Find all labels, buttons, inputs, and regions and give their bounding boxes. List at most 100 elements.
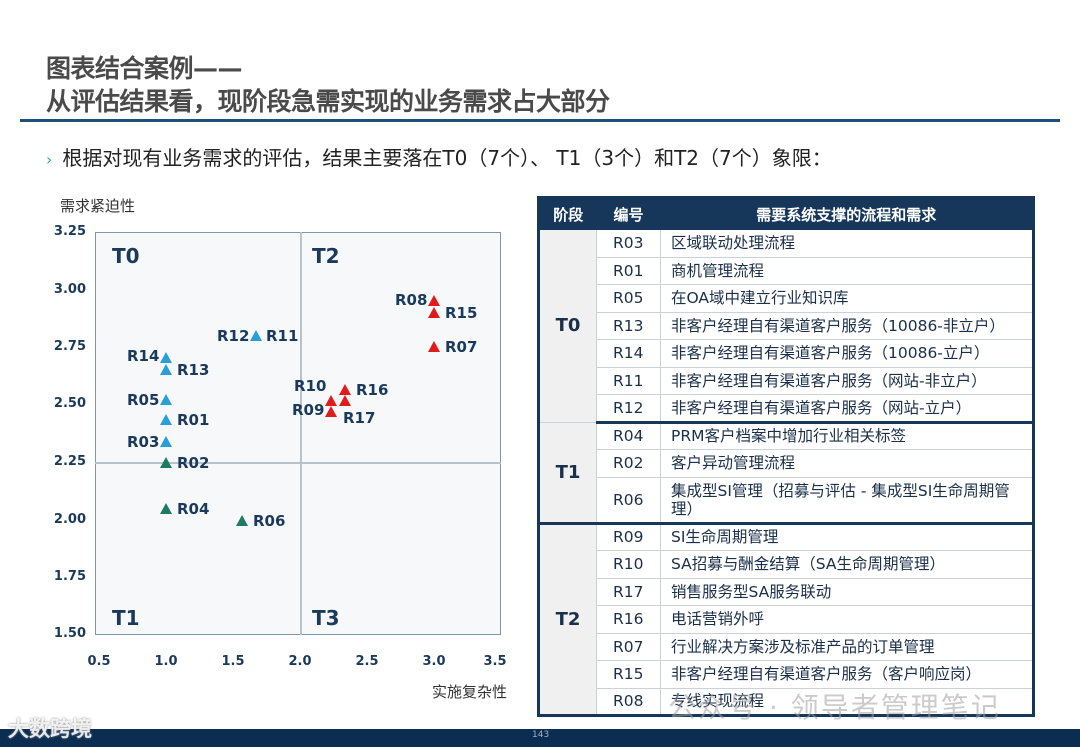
code-cell: R04	[596, 422, 661, 450]
description-cell: 客户异动管理流程	[660, 449, 1034, 478]
point-label: R14	[127, 347, 160, 365]
y-tick: 1.75	[53, 569, 86, 584]
table-row: R08 专线实现流程	[539, 688, 1034, 716]
data-point-r03	[160, 436, 172, 447]
page-number: 143	[532, 730, 550, 740]
table-row: R16 电话营销外呼	[539, 605, 1034, 634]
data-point-r16	[339, 384, 351, 395]
column-header-description: 需要系统支撑的流程和需求	[660, 197, 1034, 230]
description-cell: 非客户经理自有渠道客户服务（客户响应岗）	[660, 660, 1034, 689]
table-row: R15 非客户经理自有渠道客户服务（客户响应岗）	[539, 660, 1034, 689]
code-cell: R01	[596, 257, 661, 285]
quadrant-label-t2: T2	[312, 244, 340, 268]
data-point-r01	[160, 414, 172, 425]
table-row: R07 行业解决方案涉及标准产品的订单管理	[539, 633, 1034, 661]
x-tick: 2.5	[355, 654, 379, 669]
point-label: R17	[343, 409, 376, 427]
y-tick: 2.00	[53, 512, 86, 527]
description-cell: 集成型SI管理（招募与评估 - 集成型SI生命周期管理）	[660, 477, 1034, 525]
description-cell: 非客户经理自有渠道客户服务（网站-立户）	[660, 394, 1034, 424]
point-label: R06	[253, 512, 286, 530]
point-label: R10	[294, 377, 327, 395]
code-cell: R05	[596, 284, 661, 313]
table-row: R10 SA招募与酬金结算（SA生命周期管理）	[539, 550, 1034, 579]
column-header-phase: 阶段	[538, 197, 597, 230]
page-title: 图表结合案例—— 从评估结果看，现阶段急需实现的业务需求占大部分	[46, 52, 610, 118]
code-cell: R03	[596, 229, 661, 258]
phase-cell-t1: T1	[538, 422, 597, 525]
data-point-r12-r11	[250, 330, 262, 341]
data-point-r05	[160, 394, 172, 405]
x-tick: 3.0	[422, 654, 446, 669]
point-label: R12	[217, 327, 250, 345]
data-point-r04	[160, 503, 172, 514]
code-cell: R13	[596, 312, 661, 340]
y-tick: 1.50	[53, 626, 86, 641]
code-cell: R09	[596, 523, 661, 551]
code-cell: R08	[596, 688, 661, 716]
description-cell: 非客户经理自有渠道客户服务（网站-非立户）	[660, 367, 1034, 395]
data-point-r08	[428, 295, 440, 306]
y-tick: 2.50	[53, 396, 86, 411]
table-row: R12 非客户经理自有渠道客户服务（网站-立户）	[539, 394, 1034, 424]
data-point-r13	[160, 364, 172, 375]
data-point-r02	[160, 457, 172, 468]
x-tick: 1.5	[221, 654, 245, 669]
description-cell: 电话营销外呼	[660, 605, 1034, 634]
description-cell: 专线实现流程	[660, 688, 1034, 716]
point-label: R01	[177, 411, 210, 429]
point-label: R16	[356, 381, 389, 399]
table-row: R11 非客户经理自有渠道客户服务（网站-非立户）	[539, 367, 1034, 395]
x-tick: 2.0	[288, 654, 312, 669]
code-cell: R14	[596, 339, 661, 368]
table-row: R17 销售服务型SA服务联动	[539, 578, 1034, 606]
description-cell: 行业解决方案涉及标准产品的订单管理	[660, 633, 1034, 661]
title-line-1: 图表结合案例——	[46, 54, 243, 83]
y-tick: 3.25	[53, 224, 86, 239]
point-label: R08	[395, 291, 428, 309]
table-row: R05 在OA域中建立行业知识库	[539, 284, 1034, 313]
data-point-r09	[325, 406, 337, 417]
column-header-code: 编号	[596, 197, 661, 230]
point-label: R02	[177, 454, 210, 472]
description-cell: 销售服务型SA服务联动	[660, 578, 1034, 606]
point-label: R09	[292, 401, 325, 419]
description-cell: 非客户经理自有渠道客户服务（10086-非立户）	[660, 312, 1034, 340]
code-cell: R11	[596, 367, 661, 395]
table-row: T2 R09 SI生命周期管理	[538, 523, 1034, 716]
data-point-r10	[325, 395, 337, 406]
point-label: R13	[177, 361, 210, 379]
description-cell: PRM客户档案中增加行业相关标签	[660, 422, 1034, 450]
y-axis-title: 需求紧迫性	[60, 197, 136, 215]
description-cell: 商机管理流程	[660, 257, 1034, 285]
code-cell: R17	[596, 578, 661, 606]
description-cell: 区域联动处理流程	[660, 229, 1034, 258]
watermark-right: 公众号 · 领导者管理笔记	[668, 691, 1001, 724]
data-point-r17	[339, 395, 351, 406]
phase-cell-t0: T0	[538, 229, 597, 423]
quadrant-label-t1: T1	[112, 606, 140, 630]
phase-cell-t2: T2	[538, 523, 597, 716]
table-row: R02 客户异动管理流程	[539, 449, 1034, 478]
title-line-2: 从评估结果看，现阶段急需实现的业务需求占大部分	[46, 87, 610, 116]
description-cell: SA招募与酬金结算（SA生命周期管理）	[660, 550, 1034, 579]
data-point-r06	[236, 515, 248, 526]
y-tick: 2.25	[53, 454, 86, 469]
table-row: T0 R03 区域联动处理流程	[538, 229, 1034, 423]
x-axis-title: 实施复杂性	[432, 683, 508, 701]
table-header-row: 阶段 编号 需要系统支撑的流程和需求	[538, 197, 1034, 230]
data-point-r15	[428, 307, 440, 318]
y-tick: 2.75	[53, 339, 86, 354]
footer-bar	[0, 729, 1080, 747]
point-label: R07	[445, 338, 478, 356]
requirements-table: 阶段 编号 需要系统支撑的流程和需求 T0 R03 区域联动处理流程 R01 商机…	[537, 196, 1035, 717]
quadrant-divider-vertical	[300, 232, 302, 635]
point-label: R05	[127, 391, 160, 409]
point-label: R04	[177, 500, 210, 518]
code-cell: R15	[596, 660, 661, 689]
code-cell: R02	[596, 449, 661, 478]
code-cell: R06	[596, 477, 661, 525]
quadrant-divider-horizontal	[95, 462, 501, 464]
subtitle-text: 根据对现有业务需求的评估，结果主要落在T0（7个）、 T1（3个）和T2（7个）…	[62, 146, 832, 170]
y-tick: 3.00	[53, 282, 86, 297]
